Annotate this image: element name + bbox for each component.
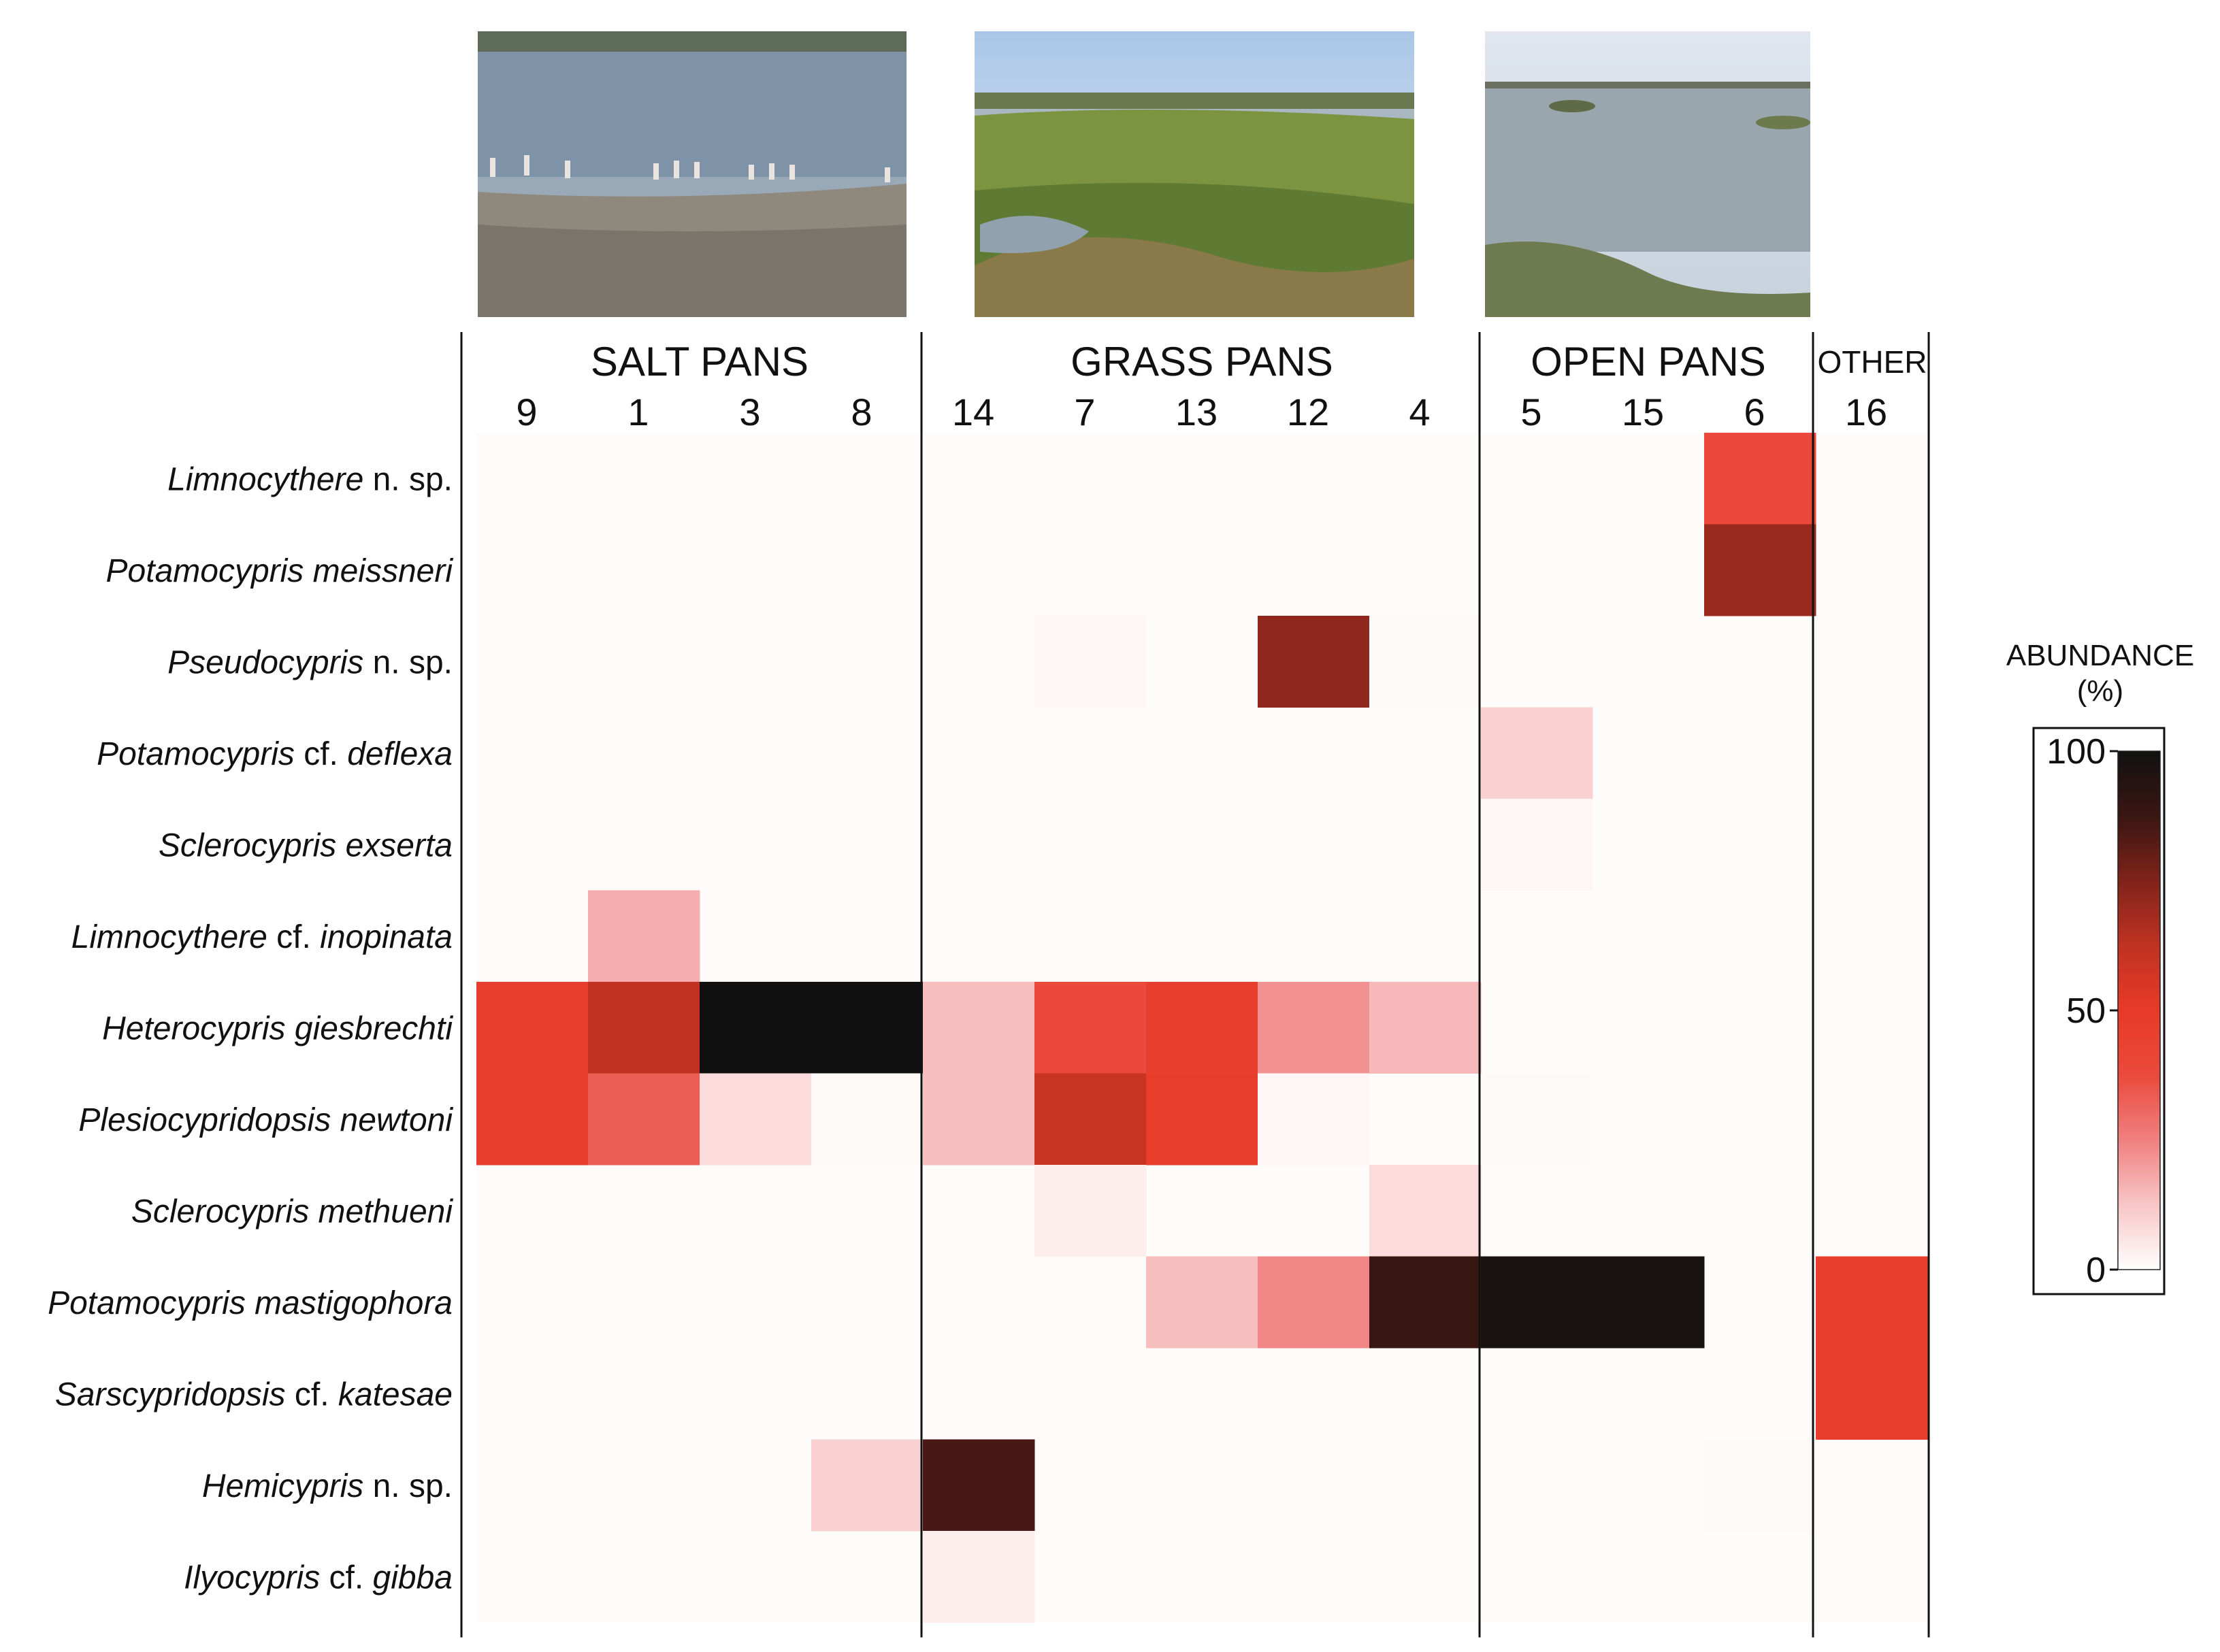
site-label: 9 [516, 391, 537, 433]
heatmap-cell [1481, 799, 1593, 891]
heatmap-cell [811, 1073, 924, 1166]
heatmap-cell [1146, 982, 1258, 1074]
heatmap-cell [1034, 982, 1147, 1074]
heatmap-cell [1704, 433, 1816, 525]
heatmap-cells [476, 433, 1928, 1623]
legend: ABUNDANCE(%) 100 50 0 [2006, 639, 2194, 1295]
heatmap-cell [923, 1073, 1035, 1166]
site-label: 6 [1744, 391, 1765, 433]
heatmap-cell [1034, 1073, 1147, 1166]
heatmap-cell [588, 982, 700, 1074]
species-label: Sclerocypris exserta [159, 827, 453, 863]
heatmap-cell [1704, 524, 1816, 616]
legend-color-bar [2117, 750, 2161, 1270]
heatmap-cell [588, 890, 700, 982]
heatmap-cell [1704, 1439, 1816, 1532]
species-labels: Limnocythere n. sp. Potamocypris meissner… [48, 461, 453, 1596]
site-label: 8 [851, 391, 872, 433]
heatmap-cell [1146, 1256, 1258, 1349]
heatmap-cell [923, 1531, 1035, 1623]
heatmap-cell [1481, 1256, 1593, 1349]
group-label: OTHER [1818, 344, 1927, 380]
heatmap-cell [700, 1073, 812, 1166]
heatmap-cell [1816, 1348, 1928, 1440]
species-label: Ilyocypris cf. gibba [184, 1559, 453, 1596]
heatmap-cell [1481, 1073, 1593, 1166]
group-label: GRASS PANS [1071, 339, 1333, 384]
group-labels: SALT PANS GRASS PANS OPEN PANS OTHER [591, 339, 1927, 384]
heatmap-cell [1146, 1073, 1258, 1166]
heatmap-cell [923, 982, 1035, 1074]
group-label: OPEN PANS [1531, 339, 1766, 384]
heatmap-cell [700, 982, 812, 1074]
heatmap-cell [1258, 1256, 1370, 1349]
species-label: Potamocypris meissneri [106, 553, 454, 589]
heatmap-cell [588, 1073, 700, 1166]
species-label: Sclerocypris methueni [131, 1193, 454, 1229]
site-labels: 9 1 3 8 14 7 13 12 4 5 15 6 16 [516, 391, 1887, 433]
site-label: 1 [627, 391, 649, 433]
species-label: Limnocythere n. sp. [167, 461, 453, 497]
site-label: 15 [1622, 391, 1664, 433]
species-label: Plesiocypridopsis newtoni [78, 1102, 453, 1138]
heatmap-cell [923, 1439, 1035, 1532]
heatmap-cell [1258, 616, 1370, 708]
species-label: Sarscypridopsis cf. katesae [55, 1376, 453, 1413]
heatmap-cell [811, 1439, 924, 1532]
legend-tick-label: 0 [2086, 1251, 2106, 1290]
heatmap-cell [1481, 707, 1593, 799]
species-label: Limnocythere cf. inopinata [71, 919, 453, 955]
species-label: Pseudocypris n. sp. [167, 644, 453, 680]
heatmap-cell [1816, 1256, 1928, 1349]
species-label: Potamocypris mastigophora [48, 1285, 453, 1321]
legend-tick-label: 50 [2066, 991, 2106, 1031]
heatmap-cell [1034, 1165, 1147, 1257]
site-label: 13 [1175, 391, 1218, 433]
heatmap-cell [1369, 1165, 1482, 1257]
heatmap-cell [1034, 616, 1147, 708]
heatmap-cell [1369, 982, 1482, 1074]
open-pan-photo [1485, 31, 1810, 317]
site-label: 3 [739, 391, 760, 433]
site-label: 7 [1074, 391, 1095, 433]
site-label: 16 [1845, 391, 1887, 433]
site-label: 4 [1409, 391, 1430, 433]
grass-pan-photo [975, 31, 1414, 317]
group-dividers [460, 332, 1930, 1638]
heatmap-cell [1593, 1256, 1705, 1349]
heatmap-cell [476, 982, 589, 1074]
heatmap-cell [476, 1073, 589, 1166]
heatmap-cell [1258, 982, 1370, 1074]
heatmap-cell [1258, 1073, 1370, 1166]
species-label: Hemicypris n. sp. [202, 1468, 453, 1504]
salt-pan-photo [478, 31, 907, 317]
legend-tick-label: 100 [2046, 732, 2106, 772]
site-label: 5 [1520, 391, 1541, 433]
site-label: 14 [952, 391, 994, 433]
species-label: Heterocypris giesbrechti [102, 1010, 453, 1046]
species-label: Potamocypris cf. deflexa [97, 736, 453, 772]
group-label: SALT PANS [591, 339, 809, 384]
legend-unit: (%) [2077, 674, 2123, 708]
site-label: 12 [1287, 391, 1329, 433]
heatmap-cell [1369, 616, 1482, 708]
heatmap-cell [811, 982, 924, 1074]
heatmap-cell [1369, 1256, 1482, 1349]
legend-title: ABUNDANCE [2006, 639, 2194, 672]
